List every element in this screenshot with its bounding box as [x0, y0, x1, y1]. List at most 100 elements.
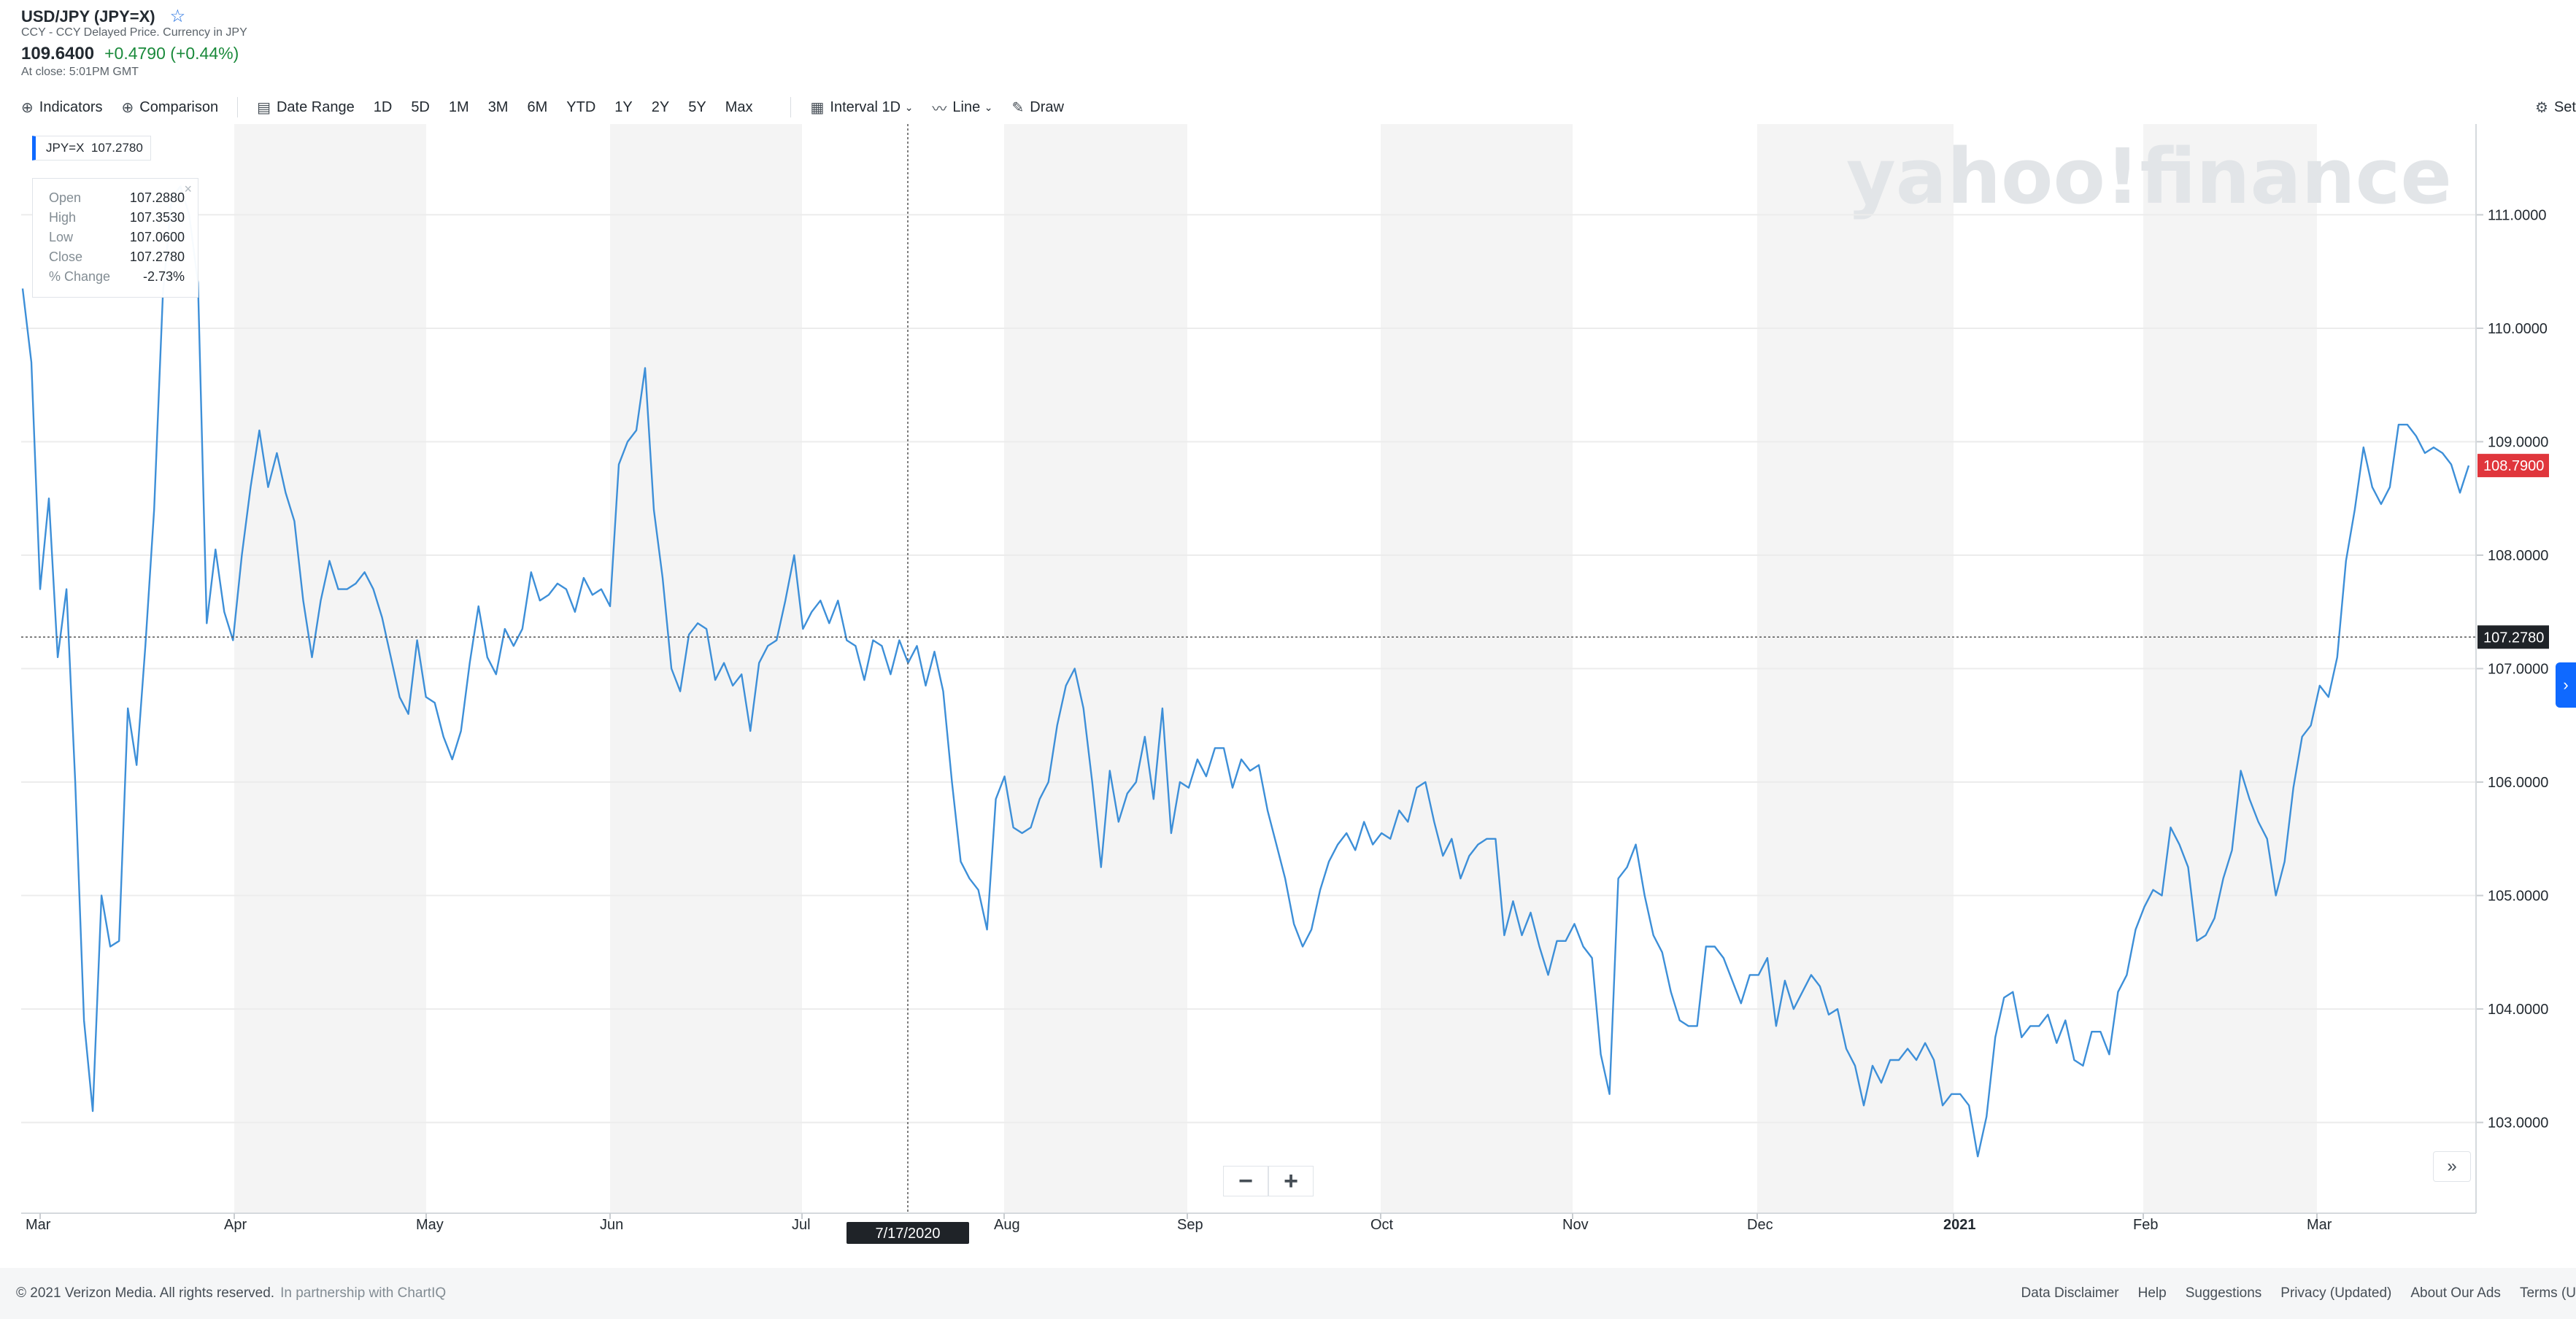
- ohlc-value: 107.2780: [129, 250, 185, 264]
- footer-link[interactable]: Help: [2137, 1285, 2167, 1301]
- ohlc-row: % Change -2.73%: [49, 269, 198, 289]
- ohlc-key: Close: [49, 250, 83, 264]
- x-tick-label: Nov: [1562, 1217, 1589, 1233]
- ohlc-value: 107.0600: [129, 230, 185, 244]
- range-button-1d[interactable]: 1D: [373, 98, 393, 115]
- ohlc-value: -2.73%: [142, 269, 185, 284]
- ohlc-value: 107.2880: [129, 190, 185, 205]
- x-tick-label: Feb: [2133, 1217, 2158, 1233]
- ohlc-tooltip: × Open 107.2880 High 107.3530 Low 107.0600 Clo…: [32, 178, 198, 298]
- x-tick-label: Dec: [1747, 1217, 1773, 1233]
- comparison-button[interactable]: ⊕ Comparison: [121, 98, 218, 117]
- y-tick-label: 105.0000: [2488, 889, 2548, 905]
- line-type-button[interactable]: 〰 Line ⌄: [932, 97, 992, 118]
- interval-icon: ▦: [810, 99, 825, 116]
- zoom-controls: − +: [1223, 1166, 1314, 1196]
- y-tick-label: 108.0000: [2488, 548, 2548, 564]
- calendar-icon: ▤: [257, 99, 271, 116]
- pencil-icon: ✎: [1011, 99, 1025, 116]
- close-time: At close: 5:01PM GMT: [21, 66, 139, 78]
- x-tick-label: 2021: [1943, 1217, 1976, 1233]
- y-tick-label: 103.0000: [2488, 1115, 2548, 1132]
- indicators-button[interactable]: ⊕ Indicators: [21, 98, 102, 117]
- range-button-ytd[interactable]: YTD: [566, 98, 596, 115]
- ohlc-key: Low: [49, 230, 74, 244]
- fast-forward-button[interactable]: »: [2433, 1151, 2471, 1182]
- page-footer: © 2021 Verizon Media. All rights reserve…: [0, 1268, 2576, 1319]
- draw-button[interactable]: ✎ Draw: [1012, 98, 1064, 117]
- footer-link[interactable]: About Our Ads: [2410, 1285, 2501, 1301]
- close-icon[interactable]: ×: [184, 182, 192, 196]
- ohlc-row: Low 107.0600: [49, 230, 198, 250]
- y-tick-label: 111.0000: [2488, 207, 2546, 223]
- quote-title-row: USD/JPY (JPY=X) ☆: [21, 6, 185, 27]
- quote-title: USD/JPY (JPY=X): [21, 7, 155, 26]
- chart-type-label: Line: [952, 98, 981, 115]
- x-tick-label: Sep: [1177, 1217, 1203, 1233]
- x-tick-label: May: [416, 1217, 444, 1233]
- crosshair-date-badge: [847, 1222, 969, 1244]
- x-tick-label: Mar: [2307, 1217, 2332, 1233]
- footer-links: Data Disclaimer Help Suggestions Privacy (U…: [2002, 1285, 2576, 1301]
- range-button-1m[interactable]: 1M: [448, 98, 469, 115]
- ohlc-row: Close 107.2780: [49, 250, 198, 269]
- toolbar-divider: [237, 97, 239, 117]
- price-line: [21, 185, 2470, 1158]
- partner-text: In partnership with ChartIQ: [280, 1285, 447, 1301]
- footer-link[interactable]: Data Disclaimer: [2021, 1285, 2119, 1301]
- x-tick-label: Jul: [792, 1217, 811, 1233]
- interval-label: Interval: [830, 98, 878, 115]
- zoom-in-button[interactable]: +: [1268, 1166, 1314, 1196]
- indicators-label: Indicators: [39, 98, 103, 115]
- zoom-out-button[interactable]: −: [1223, 1166, 1268, 1196]
- ohlc-key: Open: [49, 190, 82, 205]
- chart-toolbar: ⊕ Indicators ⊕ Comparison ▤ Date Range 1D 5D…: [21, 95, 1083, 120]
- date-range-button[interactable]: ▤ Date Range: [257, 98, 355, 117]
- price-row: 109.6400 +0.4790 (+0.44%): [21, 44, 239, 64]
- interval-button[interactable]: ▦ Interval 1D ⌄: [810, 98, 913, 117]
- series-value: 107.2780: [90, 141, 143, 155]
- chevron-right-icon[interactable]: ›: [2556, 662, 2576, 708]
- chevron-down-icon: ⌄: [904, 101, 914, 113]
- price-chart[interactable]: yahoo!finance 103.0000 104.0000 105.0000 106…: [0, 124, 2576, 1262]
- crosshair-date-label: 7/17/2020: [876, 1226, 941, 1242]
- footer-link[interactable]: Suggestions: [2185, 1285, 2262, 1301]
- last-price-badge: [2477, 454, 2549, 478]
- line-chart-icon: 〰: [932, 101, 947, 117]
- range-button-3m[interactable]: 3M: [487, 98, 509, 115]
- range-button-max[interactable]: Max: [725, 98, 753, 115]
- range-buttons: 1D 5D 1M 3M 6M YTD 1Y 2Y 5Y Max: [374, 99, 772, 116]
- x-tick-label: Jun: [600, 1217, 623, 1233]
- interval-value: 1D: [882, 98, 901, 115]
- settings-label: Set: [2553, 98, 2576, 115]
- crosshair-value-label: 107.2780: [2483, 630, 2544, 646]
- range-button-5d[interactable]: 5D: [411, 98, 430, 115]
- crosshair-value-badge: [2477, 625, 2549, 649]
- ohlc-key: High: [49, 210, 77, 225]
- series-label: JPY=X 107.2780: [32, 136, 151, 160]
- range-button-1y[interactable]: 1Y: [614, 98, 633, 115]
- y-tick-label: 104.0000: [2488, 1002, 2548, 1018]
- y-tick-label: 107.0000: [2488, 662, 2548, 678]
- ohlc-value: 107.3530: [129, 210, 185, 225]
- ohlc-rows: Open 107.2880 High 107.3530 Low 107.0600 Close…: [49, 190, 198, 289]
- comparison-label: Comparison: [139, 98, 219, 115]
- footer-link[interactable]: Terms (U: [2519, 1285, 2576, 1301]
- range-button-5y[interactable]: 5Y: [688, 98, 706, 115]
- y-tick-label: 110.0000: [2488, 321, 2548, 337]
- range-button-6m[interactable]: 6M: [527, 98, 548, 115]
- star-icon[interactable]: ☆: [169, 7, 186, 26]
- footer-link[interactable]: Privacy (Updated): [2280, 1285, 2392, 1301]
- date-range-label: Date Range: [276, 98, 355, 115]
- chevron-down-icon: ⌄: [984, 101, 993, 113]
- ohlc-row: High 107.3530: [49, 210, 198, 230]
- plus-circle-icon: ⊕: [121, 99, 134, 116]
- x-tick-label: Mar: [26, 1217, 51, 1233]
- ohlc-key: % Change: [49, 269, 111, 284]
- range-button-2y[interactable]: 2Y: [651, 98, 670, 115]
- settings-button[interactable]: ⚙ Set: [2535, 95, 2576, 120]
- x-tick-label: Aug: [994, 1217, 1020, 1233]
- y-tick-label: 106.0000: [2488, 775, 2548, 791]
- toolbar-divider: [790, 97, 792, 117]
- copyright: © 2021 Verizon Media. All rights reserve…: [16, 1285, 446, 1301]
